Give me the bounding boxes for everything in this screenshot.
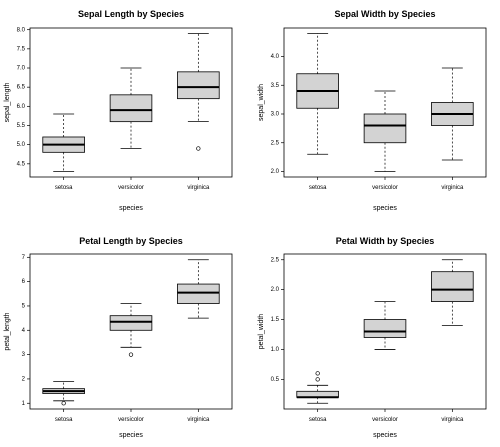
y-tick-label: 7.0 (17, 66, 26, 72)
chart-panel: Sepal Width by Species species sepal_width… (258, 9, 487, 212)
y-tick-label: 7 (22, 255, 26, 261)
x-axis-label: species (373, 432, 397, 439)
box-versicolor (363, 301, 407, 350)
box-setosa (42, 380, 85, 406)
y-tick-label: 1.5 (271, 317, 280, 323)
iqr-box (177, 283, 220, 304)
outlier-point (128, 352, 134, 357)
x-tick-label: virginica (441, 417, 464, 423)
iqr-box (363, 113, 407, 144)
chart-title: Petal Length by Species (79, 236, 183, 246)
y-tick-label: 2 (22, 377, 26, 383)
y-tick-label: 1.0 (271, 347, 280, 353)
x-axis-label: species (119, 432, 143, 439)
x-tick-label: versicolor (118, 417, 144, 423)
y-tick-label: 4.5 (17, 161, 26, 167)
chart-panel: Sepal Length by Species species sepal_leng… (4, 9, 233, 212)
y-tick-label: 5.0 (17, 142, 26, 148)
box-versicolor (109, 67, 153, 149)
y-tick-label: 2.0 (271, 287, 280, 293)
outlier-point (315, 371, 320, 376)
outlier-point (61, 401, 66, 406)
box-virginica (431, 67, 474, 161)
y-tick-label: 3.0 (271, 112, 280, 118)
x-tick-label: virginica (187, 185, 210, 191)
y-tick-label: 3.5 (271, 83, 280, 89)
x-tick-label: virginica (187, 417, 210, 423)
box-setosa (296, 371, 339, 404)
y-axis-label: sepal_length (4, 83, 11, 123)
y-tick-label: 5 (22, 304, 26, 310)
iqr-box (109, 315, 153, 331)
y-tick-label: 4 (22, 328, 26, 334)
y-tick-label: 4.0 (271, 54, 280, 60)
iqr-box (177, 71, 220, 100)
y-axis-label: sepal_width (258, 84, 265, 121)
x-tick-label: virginica (441, 185, 464, 191)
y-tick-label: 6.5 (17, 85, 26, 91)
y-tick-label: 6.0 (17, 104, 26, 110)
x-tick-label: setosa (309, 185, 327, 191)
box-setosa (42, 113, 85, 172)
box-versicolor (363, 90, 407, 172)
x-axis-label: species (119, 205, 143, 212)
x-tick-label: setosa (309, 417, 327, 423)
x-axis-label: species (373, 205, 397, 212)
y-tick-label: 8.0 (17, 27, 26, 33)
iqr-box (431, 271, 474, 303)
y-axis-label: petal_width (258, 314, 265, 350)
x-tick-label: versicolor (372, 185, 398, 191)
chart-title: Sepal Width by Species (335, 9, 436, 19)
y-tick-label: 0.5 (271, 377, 280, 383)
y-tick-label: 1 (22, 401, 26, 407)
iqr-box (109, 94, 153, 123)
box-setosa (296, 33, 339, 155)
chart-panel: Petal Width by Species species petal_width… (258, 236, 487, 439)
chart-title: Petal Width by Species (336, 236, 434, 246)
box-virginica (177, 259, 220, 319)
y-axis-label: petal_length (4, 312, 11, 350)
x-tick-label: versicolor (372, 417, 398, 423)
chart-panel: Petal Length by Species species petal_leng… (4, 236, 233, 439)
x-tick-label: versicolor (118, 185, 144, 191)
y-tick-label: 5.5 (17, 123, 26, 129)
y-tick-label: 6 (22, 279, 26, 285)
iqr-box (363, 319, 407, 338)
x-tick-label: setosa (55, 417, 73, 423)
y-tick-label: 2.5 (271, 140, 280, 146)
box-versicolor (109, 303, 153, 357)
outlier-point (315, 377, 320, 382)
chart-title: Sepal Length by Species (78, 9, 184, 19)
y-tick-label: 2.5 (271, 257, 280, 263)
outlier-point (196, 146, 201, 151)
box-virginica (431, 259, 474, 326)
y-tick-label: 2.0 (271, 169, 280, 175)
x-tick-label: setosa (55, 185, 73, 191)
y-tick-label: 7.5 (17, 46, 26, 52)
box-virginica (177, 33, 220, 151)
y-tick-label: 3 (22, 352, 26, 358)
